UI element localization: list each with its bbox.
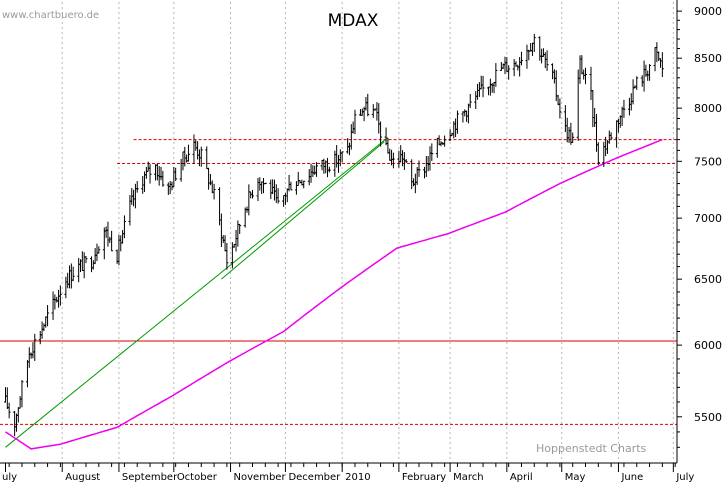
y-tick-label: 7500 (694, 155, 722, 168)
x-tick-label: June (620, 472, 643, 483)
x-tick-label: 2010 (345, 472, 370, 483)
price-bar (532, 33, 536, 52)
trendline (5, 137, 389, 448)
x-tick-label: October (177, 472, 218, 483)
price-bar (251, 189, 255, 199)
price-bar (161, 170, 165, 187)
price-bar (404, 159, 408, 163)
price-bar (33, 333, 37, 361)
price-bar (174, 167, 178, 181)
price-bar (596, 142, 600, 165)
x-tick-label: November (234, 472, 287, 483)
y-tick-label: 7000 (694, 212, 722, 225)
y-tick-label: 6000 (694, 339, 722, 352)
price-bar (199, 146, 203, 167)
price-bar (135, 181, 139, 193)
price-bar (327, 166, 331, 173)
moving-average (5, 138, 663, 450)
y-tick-label: 6500 (694, 273, 722, 286)
price-bar (571, 132, 575, 143)
price-bar (122, 215, 126, 239)
x-tick-label: April (510, 472, 533, 483)
price-bar (353, 109, 357, 135)
price-bar (71, 266, 75, 282)
trendlines (5, 137, 389, 448)
y-tick-label: 9000 (694, 5, 722, 18)
price-bar (315, 162, 319, 177)
price-bar (289, 181, 293, 191)
y-tick-label: 8500 (694, 52, 722, 65)
price-bar (225, 242, 229, 270)
x-tick-label: May (565, 472, 586, 483)
price-bar (7, 402, 11, 419)
price-bar (276, 188, 280, 204)
credit-text: Hoppenstedt Charts (536, 442, 647, 455)
price-bar (340, 151, 344, 163)
watermark-text: www.chartbuero.de (2, 10, 99, 21)
x-tick-label: March (453, 472, 483, 483)
price-bar (366, 93, 370, 117)
price-bar (635, 76, 639, 90)
price-bar (430, 143, 434, 161)
x-tick-label: December (288, 472, 341, 483)
y-tick-label: 8000 (694, 102, 722, 115)
price-bar (302, 180, 306, 189)
price-bar (481, 75, 485, 98)
price-bar (558, 98, 562, 119)
price-bar (110, 230, 114, 252)
price-bar (97, 246, 101, 254)
trendline (221, 141, 385, 280)
price-bar (263, 182, 267, 185)
chart-title: MDAX (328, 11, 379, 31)
y-tick-label: 5500 (694, 411, 722, 424)
moving-average-line (5, 138, 663, 450)
x-tick-label: uly (2, 472, 17, 483)
price-bar (660, 52, 664, 78)
price-bar (648, 64, 652, 81)
price-bar (212, 183, 216, 200)
price-bar (20, 379, 24, 408)
x-tick-label: August (65, 472, 100, 483)
price-bar (379, 121, 383, 147)
price-bar (519, 51, 523, 66)
price-bar (391, 152, 395, 169)
price-bar (455, 110, 459, 134)
price-bars (3, 33, 664, 437)
price-bar (148, 164, 152, 184)
x-tick-label: February (402, 472, 446, 483)
vertical-grid (61, 2, 674, 463)
price-bar (417, 160, 421, 177)
price-bar (494, 63, 498, 87)
price-bar (186, 144, 190, 162)
price-bar (545, 50, 549, 71)
x-tick-label: July (675, 472, 694, 483)
price-bar (58, 285, 62, 306)
price-bar (622, 99, 626, 118)
x-tick-label: September (122, 472, 178, 483)
price-bar (507, 65, 511, 80)
horizontal-reference-lines (0, 139, 677, 425)
price-bar (238, 223, 242, 234)
price-bar (468, 93, 472, 109)
price-bar (584, 67, 588, 85)
price-bar (443, 135, 447, 147)
price-bar (609, 132, 613, 141)
price-bar (46, 305, 50, 327)
price-bar (84, 256, 88, 264)
